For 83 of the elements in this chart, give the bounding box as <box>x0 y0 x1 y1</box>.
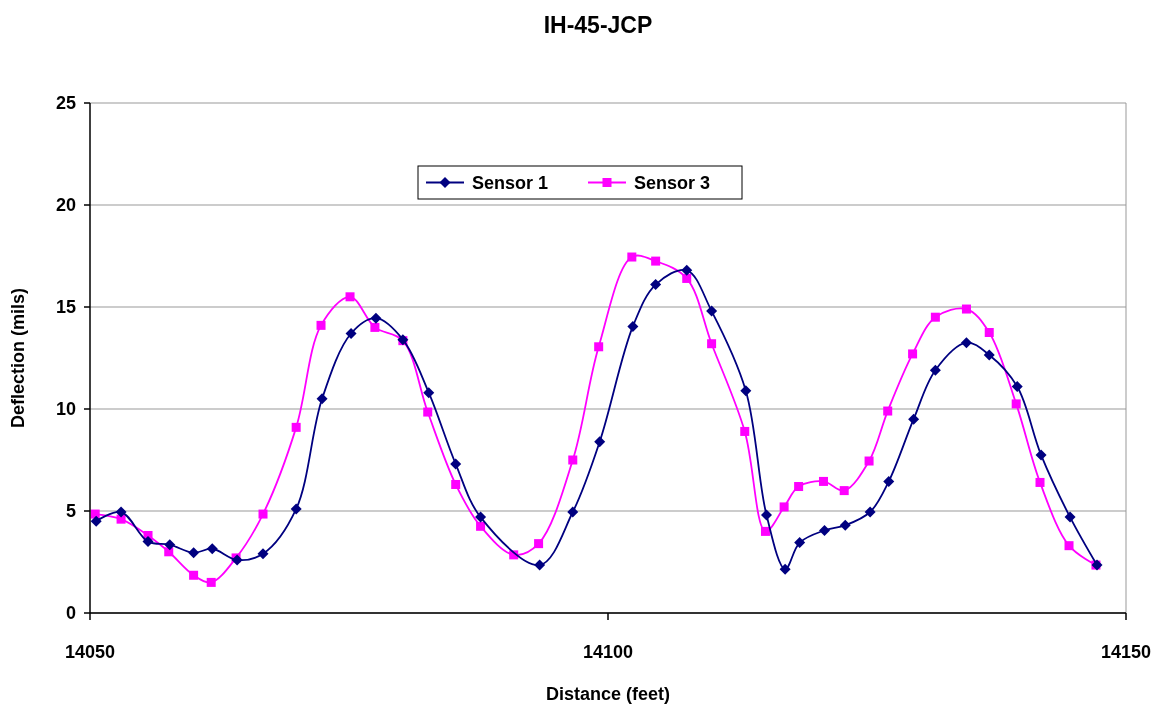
point <box>115 506 127 518</box>
y-tick-label: 10 <box>55 399 76 420</box>
point <box>1035 477 1045 487</box>
y-tick-label: 15 <box>55 297 76 318</box>
point <box>594 436 606 448</box>
point <box>794 537 806 549</box>
point <box>740 426 750 436</box>
point <box>760 526 770 536</box>
point <box>1011 381 1023 393</box>
point <box>681 264 693 276</box>
point <box>883 475 895 487</box>
legend-label: Sensor 3 <box>634 172 711 193</box>
point <box>929 364 941 376</box>
point <box>345 328 357 340</box>
y-tick-label: 20 <box>55 195 76 216</box>
point <box>908 349 918 359</box>
point <box>707 339 717 349</box>
point <box>908 413 920 425</box>
point <box>794 482 804 492</box>
point <box>423 407 433 417</box>
point <box>450 458 462 470</box>
point <box>164 539 176 551</box>
point <box>883 406 893 416</box>
point <box>116 514 126 524</box>
point <box>1064 511 1076 523</box>
point <box>567 506 579 518</box>
point <box>818 476 828 486</box>
point <box>206 543 218 555</box>
y-tick-label: 5 <box>65 501 76 522</box>
point <box>984 328 994 337</box>
y-tick-label: 25 <box>55 93 76 114</box>
point <box>316 320 326 330</box>
point <box>761 509 773 521</box>
point <box>1011 399 1021 409</box>
chart-title: IH-45-JCP <box>543 12 653 38</box>
point <box>423 387 435 399</box>
point <box>706 305 718 317</box>
point <box>90 515 102 527</box>
x-tick-label: 14150 <box>1100 642 1152 662</box>
point <box>475 511 487 523</box>
point <box>864 456 874 466</box>
point <box>594 342 604 352</box>
point <box>983 349 995 361</box>
point <box>142 536 154 548</box>
point <box>864 506 876 518</box>
point <box>839 519 851 531</box>
point <box>650 279 662 291</box>
point <box>740 385 752 397</box>
point <box>291 422 301 432</box>
y-tick-label: 0 <box>65 603 76 624</box>
point <box>370 312 382 324</box>
point <box>316 393 328 405</box>
point <box>476 521 486 531</box>
point <box>534 539 544 549</box>
point <box>819 524 831 536</box>
point <box>682 273 692 283</box>
point <box>568 455 578 465</box>
point <box>534 559 546 571</box>
x-tick-label: 14100 <box>582 642 634 662</box>
point <box>960 337 972 349</box>
point <box>1035 449 1047 461</box>
point <box>651 256 661 266</box>
point <box>839 486 849 496</box>
point <box>188 547 200 559</box>
point <box>930 312 940 322</box>
legend-label: Sensor 1 <box>472 172 549 193</box>
x-tick-label: 14050 <box>64 642 116 662</box>
point <box>290 503 302 515</box>
point <box>1064 541 1074 551</box>
point <box>451 479 461 489</box>
point <box>779 502 789 512</box>
y-axis-title: Deflection (mils) <box>8 287 28 429</box>
x-axis-title: Distance (feet) <box>545 684 671 704</box>
point <box>345 292 355 302</box>
point <box>206 577 216 587</box>
point <box>257 548 269 560</box>
point <box>370 322 380 332</box>
point <box>189 570 199 580</box>
point <box>779 563 791 575</box>
point <box>961 304 971 314</box>
point <box>627 320 639 332</box>
point <box>627 252 637 262</box>
point <box>258 509 268 519</box>
